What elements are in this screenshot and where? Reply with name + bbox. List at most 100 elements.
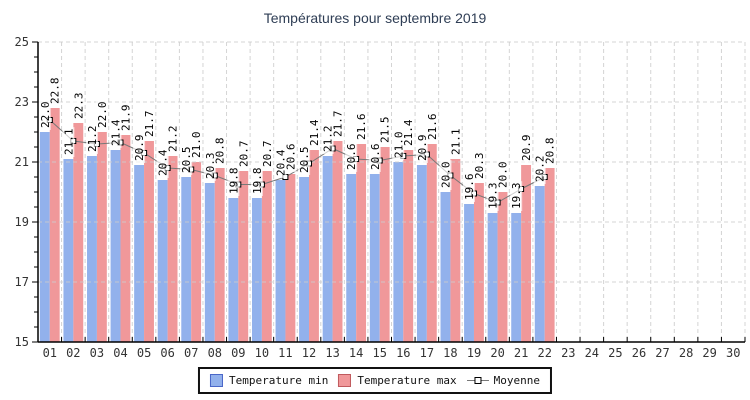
bar-max-07	[191, 162, 202, 342]
bar-min-03	[87, 156, 97, 342]
bar-min-07	[181, 177, 192, 342]
svg-text:05: 05	[137, 346, 151, 360]
svg-text:20.0: 20.0	[440, 162, 453, 189]
legend-label-temperature-max: Temperature max	[357, 374, 457, 387]
svg-text:20.4: 20.4	[157, 149, 170, 176]
svg-text:20: 20	[490, 346, 504, 360]
svg-text:21.9: 21.9	[119, 105, 132, 132]
bars	[39, 108, 555, 342]
svg-text:19.8: 19.8	[251, 168, 264, 195]
svg-text:20.2: 20.2	[534, 156, 547, 183]
bar-max-10	[261, 171, 272, 342]
svg-text:20.9: 20.9	[133, 135, 146, 162]
svg-text:10: 10	[255, 346, 269, 360]
svg-text:19: 19	[15, 215, 29, 229]
svg-text:25: 25	[15, 35, 29, 49]
bar-min-10	[251, 198, 262, 342]
svg-text:15: 15	[15, 335, 29, 349]
svg-text:22.8: 22.8	[49, 78, 62, 105]
svg-text:21.2: 21.2	[322, 126, 335, 153]
svg-text:12: 12	[302, 346, 316, 360]
svg-text:04: 04	[113, 346, 127, 360]
svg-text:06: 06	[160, 346, 174, 360]
bar-max-05	[144, 141, 154, 342]
svg-text:20.7: 20.7	[237, 141, 250, 168]
bar-min-16	[393, 162, 404, 342]
bar-max-01	[49, 108, 60, 342]
svg-text:20.3: 20.3	[204, 153, 217, 180]
bar-max-02	[73, 123, 84, 342]
svg-text:24: 24	[585, 346, 599, 360]
svg-text:25: 25	[608, 346, 622, 360]
svg-text:13: 13	[325, 346, 339, 360]
svg-text:21.7: 21.7	[332, 111, 345, 138]
bar-max-11	[285, 174, 296, 342]
svg-text:01: 01	[43, 346, 57, 360]
svg-text:22.3: 22.3	[72, 93, 85, 120]
svg-text:23: 23	[561, 346, 575, 360]
svg-text:20.6: 20.6	[369, 144, 382, 171]
bar-max-21	[521, 165, 532, 342]
legend-item-moyenne: Moyenne	[466, 374, 540, 387]
svg-text:16: 16	[396, 346, 410, 360]
svg-text:19.3: 19.3	[487, 183, 500, 210]
bar-min-19	[464, 204, 474, 342]
svg-text:20.4: 20.4	[275, 149, 288, 176]
moyenne-line	[49, 119, 545, 204]
chart-title: Températures pour septembre 2019	[263, 10, 487, 26]
legend: Temperature min Temperature max Moyenne	[197, 367, 553, 394]
svg-text:20.6: 20.6	[345, 144, 358, 171]
svg-text:22.0: 22.0	[96, 102, 109, 129]
svg-text:27: 27	[655, 346, 669, 360]
legend-item-temperature-min: Temperature min	[209, 374, 329, 387]
bar-min-20	[487, 213, 498, 342]
svg-text:30: 30	[726, 346, 740, 360]
bar-max-18	[450, 159, 461, 342]
svg-text:20.7: 20.7	[261, 141, 274, 168]
bar-min-06	[157, 180, 168, 342]
value-labels: 22.022.821.122.321.222.021.421.920.921.7…	[38, 76, 557, 211]
svg-text:20.0: 20.0	[497, 162, 510, 189]
svg-text:22: 22	[537, 346, 551, 360]
bar-min-15	[369, 174, 380, 342]
bar-min-13	[322, 156, 333, 342]
svg-text:20.9: 20.9	[520, 135, 533, 162]
svg-text:21.6: 21.6	[355, 114, 368, 141]
svg-text:20.5: 20.5	[298, 147, 311, 174]
bar-min-04	[110, 150, 121, 342]
svg-text:02: 02	[66, 346, 80, 360]
legend-label-temperature-min: Temperature min	[228, 374, 329, 387]
svg-text:19.8: 19.8	[227, 168, 240, 195]
bar-min-12	[299, 177, 310, 342]
svg-text:19.3: 19.3	[510, 183, 523, 210]
bar-max-19	[473, 183, 484, 342]
svg-text:21.2: 21.2	[167, 126, 180, 153]
temperature-max-swatch-icon	[338, 374, 352, 387]
svg-text:21.1: 21.1	[449, 129, 462, 156]
bar-min-01	[39, 132, 50, 342]
svg-text:21.1: 21.1	[62, 129, 75, 156]
svg-text:19.6: 19.6	[463, 174, 476, 201]
moyenne-line-marker-icon	[466, 376, 489, 385]
svg-text:29: 29	[702, 346, 716, 360]
svg-text:17: 17	[420, 346, 434, 360]
svg-text:21.4: 21.4	[402, 119, 415, 146]
svg-text:21.4: 21.4	[308, 119, 321, 146]
svg-text:26: 26	[632, 346, 646, 360]
svg-text:21.5: 21.5	[379, 117, 392, 144]
svg-text:17: 17	[15, 275, 29, 289]
svg-text:21.2: 21.2	[86, 126, 99, 153]
bar-min-18	[440, 192, 451, 342]
svg-text:20.8: 20.8	[214, 138, 227, 165]
legend-item-temperature-max: Temperature max	[338, 374, 457, 387]
svg-text:21.0: 21.0	[392, 132, 405, 159]
bar-max-08	[214, 168, 225, 342]
bar-min-17	[416, 165, 427, 342]
bar-min-08	[204, 183, 215, 342]
gridlines	[38, 41, 746, 342]
svg-text:15: 15	[372, 346, 386, 360]
bar-min-02	[63, 159, 74, 342]
bar-max-14	[356, 144, 367, 342]
svg-text:03: 03	[90, 346, 104, 360]
